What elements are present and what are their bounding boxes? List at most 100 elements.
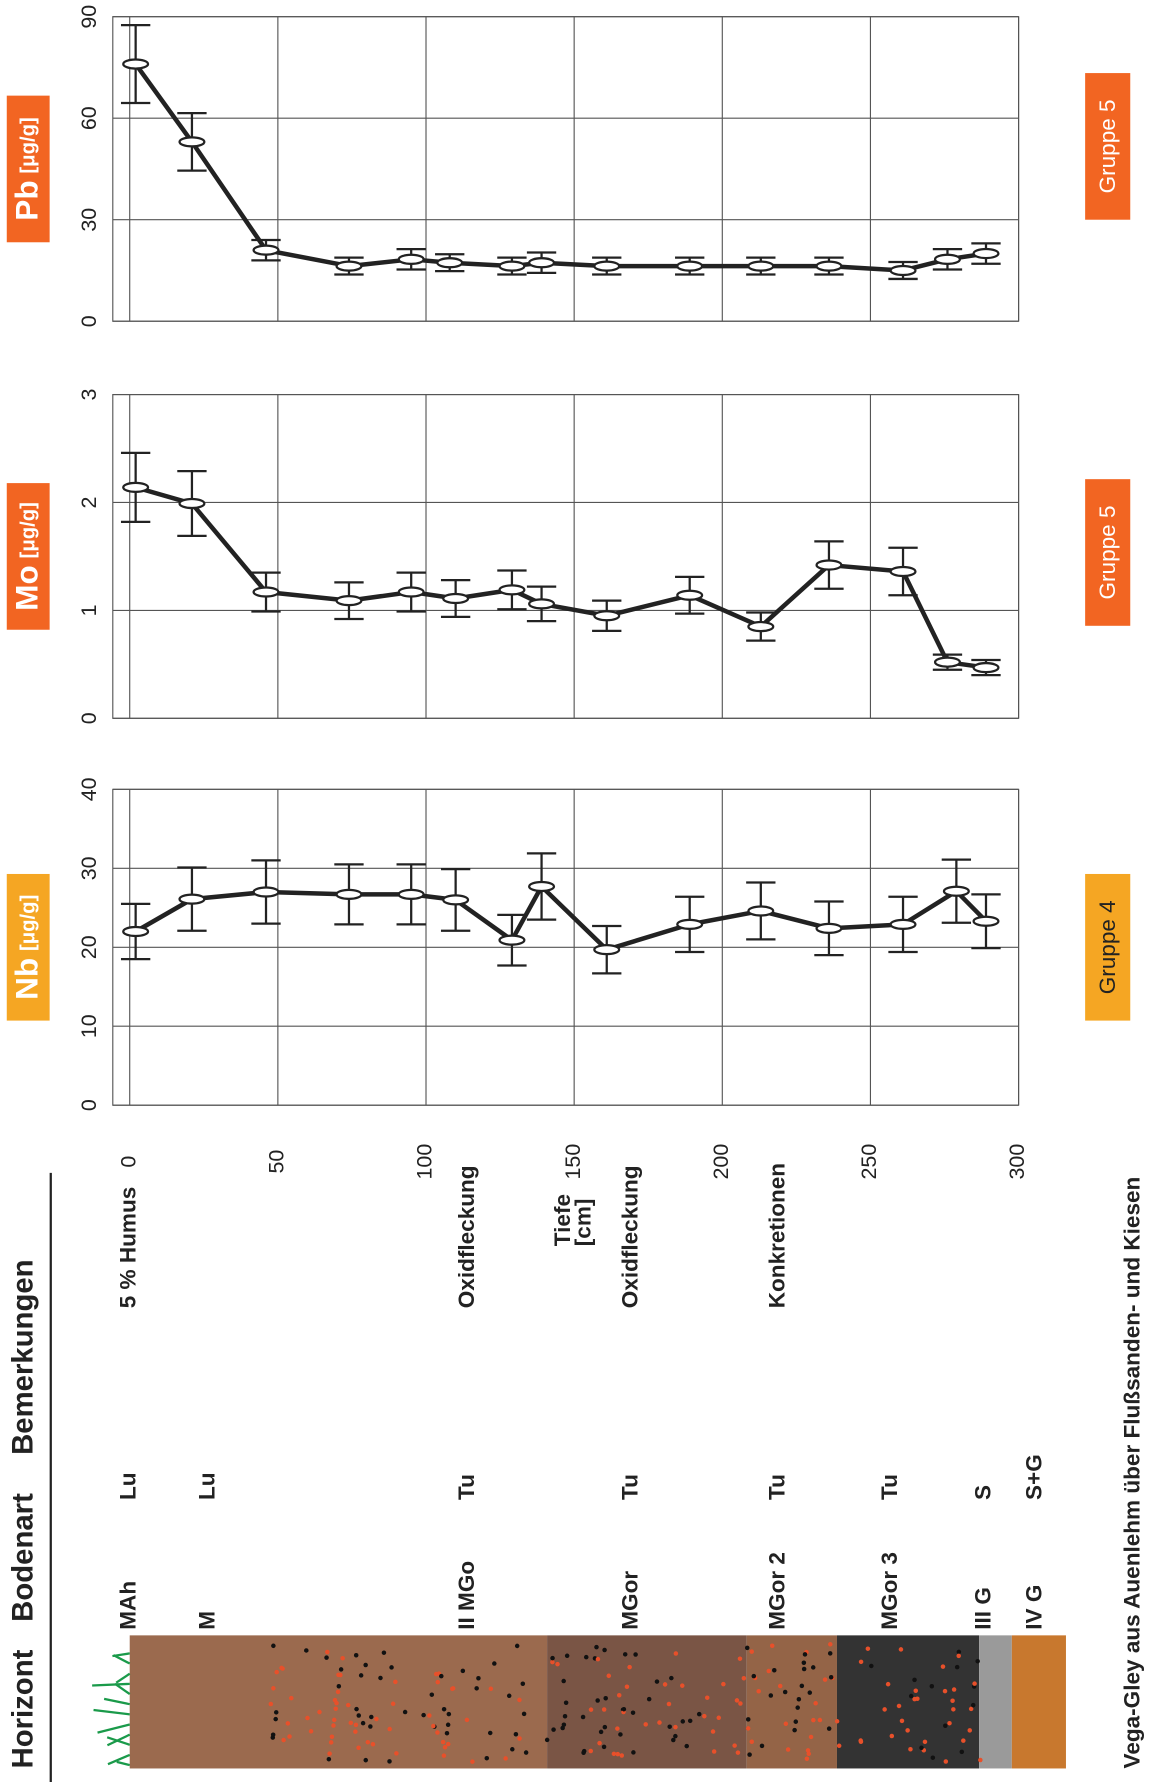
x-tick-label: 50 bbox=[265, 1150, 289, 1174]
soil-mottle bbox=[827, 1651, 833, 1656]
soil-mottle bbox=[772, 1668, 777, 1673]
soil-mottle bbox=[673, 1733, 678, 1739]
grass bbox=[93, 1708, 130, 1716]
title-element: Pb bbox=[9, 180, 45, 220]
soil-mottle bbox=[356, 1745, 361, 1751]
data-point bbox=[747, 905, 775, 917]
soil-mottle bbox=[464, 1717, 470, 1723]
soil-mottle bbox=[710, 1729, 716, 1734]
soil-mottle bbox=[544, 1737, 550, 1743]
soil-mottle bbox=[445, 1722, 451, 1728]
soil-mottle bbox=[564, 1653, 570, 1659]
soil-mottle bbox=[759, 1743, 765, 1749]
soil-mottle bbox=[338, 1672, 343, 1678]
soil-mottle bbox=[741, 1675, 747, 1681]
soil-mottle bbox=[805, 1748, 811, 1753]
grass bbox=[116, 1760, 130, 1767]
soil-mottle bbox=[444, 1730, 450, 1736]
chart-title: Mo [μg/g] bbox=[6, 483, 50, 630]
y-tick-label: 20 bbox=[77, 935, 101, 959]
data-point bbox=[442, 592, 470, 605]
soil-mottle bbox=[289, 1695, 294, 1701]
soil-mottle bbox=[327, 1751, 332, 1756]
grass bbox=[92, 1682, 130, 1687]
soil-mottle bbox=[749, 1739, 755, 1744]
grass bbox=[115, 1672, 131, 1684]
soil-mottle bbox=[550, 1655, 555, 1661]
soil-mottle bbox=[806, 1751, 812, 1757]
soil-mottle bbox=[961, 1738, 966, 1743]
soil-mottle bbox=[340, 1655, 345, 1661]
soil-mottle bbox=[680, 1683, 685, 1688]
x-axis-label: [cm] bbox=[570, 1199, 595, 1247]
soil-mottle bbox=[956, 1653, 961, 1659]
soil-mottle bbox=[598, 1729, 604, 1735]
soil-mottle bbox=[951, 1687, 957, 1692]
title-box bbox=[6, 483, 50, 630]
plot-frame bbox=[112, 393, 1020, 719]
soil-mottle bbox=[646, 1696, 652, 1702]
soil-layer bbox=[547, 1635, 747, 1769]
x-tick-label: 150 bbox=[561, 1144, 585, 1180]
soil-mottle bbox=[390, 1701, 396, 1707]
y-tick-label: 0 bbox=[77, 712, 101, 724]
soil-mottle bbox=[919, 1745, 924, 1751]
soil-mottle bbox=[807, 1690, 813, 1695]
soil-mottle bbox=[680, 1719, 686, 1724]
soil-mottle bbox=[804, 1756, 810, 1762]
soil-mottle bbox=[735, 1750, 741, 1755]
data-point bbox=[436, 257, 464, 269]
soil-mottle bbox=[673, 1724, 678, 1730]
soil-mottle bbox=[885, 1681, 891, 1687]
soil-mottle bbox=[597, 1740, 602, 1746]
soil-mottle bbox=[336, 1684, 342, 1689]
data-point bbox=[933, 656, 962, 668]
y-tick-label: 10 bbox=[77, 1014, 101, 1038]
soil-mottle bbox=[555, 1661, 560, 1667]
soil-mottle bbox=[808, 1734, 814, 1740]
soil-mottle bbox=[799, 1683, 805, 1689]
soil-mottle bbox=[474, 1686, 479, 1691]
soil-mottle bbox=[721, 1681, 726, 1687]
data-point bbox=[252, 244, 280, 256]
soil-mottle bbox=[550, 1659, 555, 1665]
soil-type: Tu bbox=[454, 1474, 479, 1500]
soil-mottle bbox=[666, 1701, 672, 1707]
soil-mottle bbox=[882, 1707, 887, 1712]
data-point bbox=[528, 257, 556, 269]
soil-mottle bbox=[738, 1701, 743, 1706]
data-line bbox=[135, 485, 987, 670]
y-tick-label: 90 bbox=[77, 5, 101, 29]
soil-mottle bbox=[908, 1747, 913, 1752]
soil-mottle bbox=[368, 1724, 373, 1729]
data-point bbox=[528, 598, 556, 610]
soil-mottle bbox=[912, 1677, 917, 1683]
header-column: Horizont bbox=[7, 1649, 40, 1768]
soil-mottle bbox=[488, 1686, 494, 1692]
data-point bbox=[498, 934, 526, 946]
soil-mottle bbox=[365, 1739, 371, 1745]
title-element: Nb bbox=[9, 958, 45, 1000]
soil-mottle bbox=[281, 1737, 286, 1743]
soil-mottle bbox=[325, 1649, 330, 1655]
soil-mottle bbox=[274, 1669, 279, 1675]
data-point bbox=[498, 260, 526, 272]
soil-mottle bbox=[602, 1647, 607, 1653]
data-point bbox=[335, 260, 363, 272]
soil-mottle bbox=[769, 1643, 775, 1648]
caption: Vega-Gley aus Auenlehm über Flußsanden- … bbox=[1120, 1177, 1145, 1769]
soil-mottle bbox=[696, 1711, 702, 1717]
soil-mottle bbox=[749, 1649, 754, 1654]
soil-mottle bbox=[943, 1723, 948, 1728]
soil-mottle bbox=[716, 1715, 722, 1721]
soil-mottle bbox=[435, 1679, 441, 1685]
soil-mottle bbox=[441, 1753, 447, 1758]
data-point bbox=[889, 565, 917, 578]
title-unit: [μg/g] bbox=[18, 502, 40, 558]
soil-mottle bbox=[523, 1750, 529, 1755]
data-point bbox=[676, 918, 704, 931]
soil-mottle bbox=[446, 1711, 452, 1717]
soil-mottle bbox=[744, 1645, 750, 1651]
soil-mottle bbox=[813, 1701, 818, 1706]
